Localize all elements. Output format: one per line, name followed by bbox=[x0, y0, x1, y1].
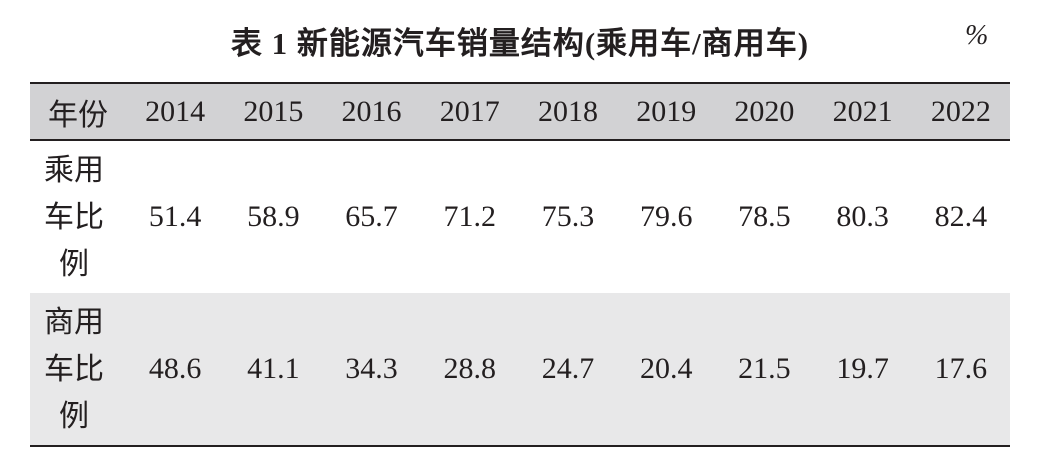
cell: 21.5 bbox=[738, 352, 791, 385]
cell: 65.7 bbox=[345, 200, 398, 233]
row-label: 商用车比例 bbox=[44, 305, 104, 433]
column-header: 年份 bbox=[48, 98, 108, 132]
cell: 82.4 bbox=[934, 200, 988, 233]
column-header: 2018 bbox=[537, 94, 598, 128]
cell: 79.6 bbox=[639, 200, 693, 233]
column-header: 2015 bbox=[243, 94, 304, 128]
row-label: 乘用车比例 bbox=[44, 153, 104, 281]
cell: 71.2 bbox=[443, 200, 497, 233]
column-header: 2022 bbox=[930, 94, 991, 128]
column-header: 2021 bbox=[832, 94, 893, 128]
cell: 41.1 bbox=[247, 352, 300, 385]
cell: 19.7 bbox=[836, 352, 889, 385]
cell: 78.5 bbox=[738, 200, 791, 233]
column-header: 2020 bbox=[734, 94, 795, 128]
row-label-cell: 商用车比例 bbox=[30, 293, 126, 446]
cell: 20.4 bbox=[639, 352, 693, 385]
table-header: 年份 2014 2015 2016 2017 2018 2019 2020 2021 2022 bbox=[30, 83, 1010, 140]
table-body: 乘用车比例 51.4 58.9 65.7 71.2 75.3 79.6 78.5 80.3 82.… bbox=[30, 140, 1010, 446]
column-header: 2017 bbox=[439, 94, 500, 128]
cell: 24.7 bbox=[541, 352, 595, 385]
cell: 34.3 bbox=[345, 352, 398, 385]
cell: 80.3 bbox=[836, 200, 889, 233]
header-row: 年份 2014 2015 2016 2017 2018 2019 2020 2021 2022 bbox=[30, 83, 1010, 140]
cell: 17.6 bbox=[934, 352, 988, 385]
data-table: 年份 2014 2015 2016 2017 2018 2019 2020 2021 2022 乘… bbox=[30, 82, 1010, 447]
cell: 51.4 bbox=[148, 200, 202, 233]
unit-label: % bbox=[965, 20, 989, 51]
column-header: 2019 bbox=[636, 94, 697, 128]
cell: 58.9 bbox=[247, 200, 300, 233]
row-label-cell: 乘用车比例 bbox=[30, 140, 126, 293]
table-row: 乘用车比例 51.4 58.9 65.7 71.2 75.3 79.6 78.5 80.3 82.… bbox=[30, 140, 1010, 293]
table-row: 商用车比例 48.6 41.1 34.3 28.8 24.7 20.4 21.5 19.7 17.… bbox=[30, 293, 1010, 446]
cell: 75.3 bbox=[541, 200, 595, 233]
table-title: 表 1 新能源汽车销量结构(乘用车/商用车) bbox=[230, 26, 810, 61]
cell: 48.6 bbox=[148, 352, 202, 385]
column-header: 2016 bbox=[341, 94, 402, 128]
cell: 28.8 bbox=[443, 352, 497, 385]
column-header: 2014 bbox=[145, 94, 206, 128]
